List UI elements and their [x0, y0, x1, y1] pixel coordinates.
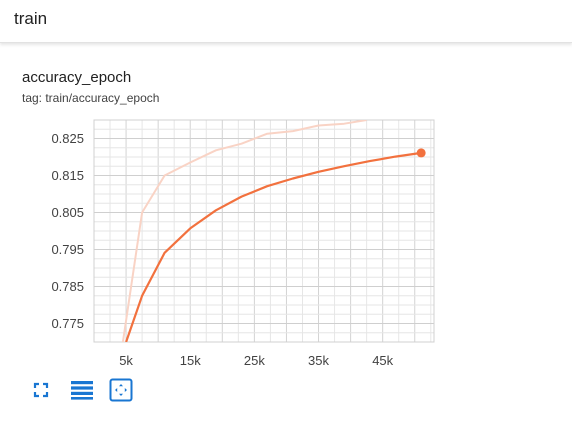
- x-tick-label: 5k: [119, 353, 133, 368]
- plot-frame: [93, 119, 435, 343]
- chart-series: [121, 120, 426, 342]
- fullscreen-icon: [33, 382, 49, 398]
- run-section-header[interactable]: train: [0, 0, 572, 43]
- x-tick-label: 25k: [244, 353, 265, 368]
- chart-title: accuracy_epoch: [22, 69, 132, 86]
- chart-axes: 0.775 0.785 0.795 0.805 0.815 0.825 5k 15k 25k 35…: [51, 131, 393, 368]
- series-line-smoothed: [125, 151, 422, 342]
- y-tick-label: 0.795: [51, 242, 84, 257]
- series-last-point: [416, 148, 426, 158]
- fit-domain-button[interactable]: [109, 378, 133, 402]
- toggle-log-scale-button[interactable]: [70, 378, 94, 402]
- y-tick-label: 0.825: [51, 131, 84, 146]
- toggle-log-scale-icon: [71, 381, 93, 400]
- y-tick-label: 0.775: [51, 316, 84, 331]
- y-tick-label: 0.785: [51, 279, 84, 294]
- x-tick-label: 35k: [308, 353, 329, 368]
- y-tick-label: 0.815: [51, 168, 84, 183]
- section-title: train: [14, 9, 48, 28]
- series-line-raw: [121, 120, 367, 342]
- fullscreen-button[interactable]: [29, 378, 53, 402]
- fit-domain-icon: [109, 378, 133, 402]
- chart-grid: [93, 119, 435, 343]
- x-tick-label: 45k: [372, 353, 393, 368]
- y-tick-label: 0.805: [51, 205, 84, 220]
- x-tick-label: 15k: [180, 353, 201, 368]
- chart-tag: tag: train/accuracy_epoch: [22, 91, 160, 105]
